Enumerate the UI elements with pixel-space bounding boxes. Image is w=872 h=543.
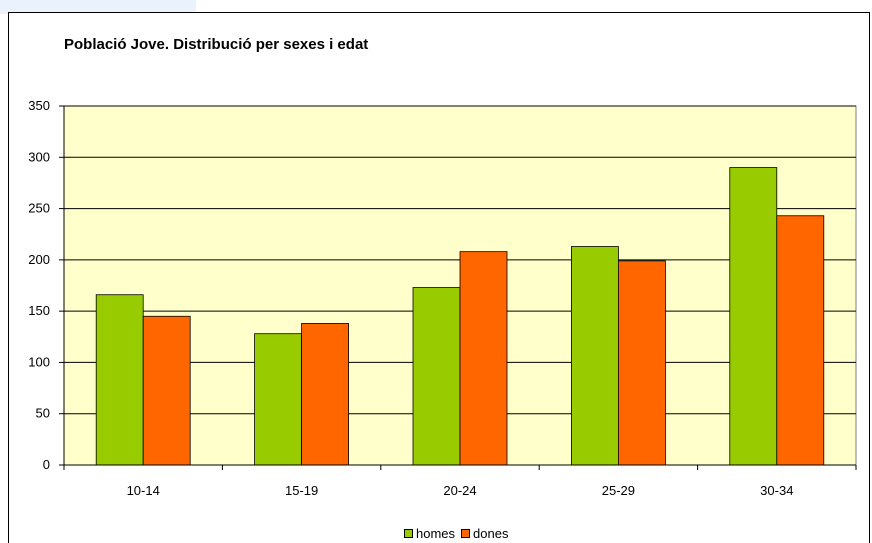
y-tick-labels: 0 50 100 150 200 250 300 350	[28, 98, 50, 472]
bar-dones-30-34	[776, 215, 825, 466]
legend-label-dones: dones	[473, 526, 509, 541]
chart-title: Població Jove. Distribució per sexes i e…	[64, 36, 369, 53]
bar-dones-15-19	[301, 323, 350, 466]
x-tick-label: 25-29	[602, 483, 635, 498]
bar-homes-15-19	[254, 333, 303, 466]
legend-label-homes: homes	[416, 526, 456, 541]
bar-homes-30-34	[729, 167, 778, 466]
x-tick-labels: 10-14 15-19 20-24 25-29 30-34	[127, 483, 794, 498]
bar-homes-20-24	[412, 287, 461, 466]
axes	[59, 105, 857, 470]
x-tick-label: 20-24	[443, 483, 476, 498]
x-tick-label: 30-34	[760, 483, 793, 498]
y-tick-label: 150	[28, 303, 50, 318]
y-tick-label: 200	[28, 252, 50, 267]
corner-tab	[0, 0, 196, 14]
legend-swatch-dones	[461, 529, 471, 538]
legend-item-homes: homes	[404, 526, 455, 541]
legend-item-dones: dones	[461, 526, 508, 541]
y-tick-label: 250	[28, 201, 50, 216]
y-tick-label: 50	[36, 406, 50, 421]
y-tick-label: 300	[28, 149, 50, 164]
bar-dones-20-24	[459, 251, 508, 466]
y-tick-label: 0	[43, 457, 50, 472]
x-tick-label: 10-14	[127, 483, 160, 498]
x-tick-label: 15-19	[285, 483, 318, 498]
bar-dones-25-29	[618, 260, 666, 466]
legend: homes dones	[404, 526, 508, 541]
y-tick-label: 100	[28, 354, 50, 369]
y-tick-label: 350	[28, 98, 50, 113]
legend-swatch-homes	[404, 529, 413, 538]
bar-homes-25-29	[571, 246, 619, 466]
bar-dones-10-14	[142, 315, 191, 466]
bar-homes-10-14	[95, 294, 144, 466]
